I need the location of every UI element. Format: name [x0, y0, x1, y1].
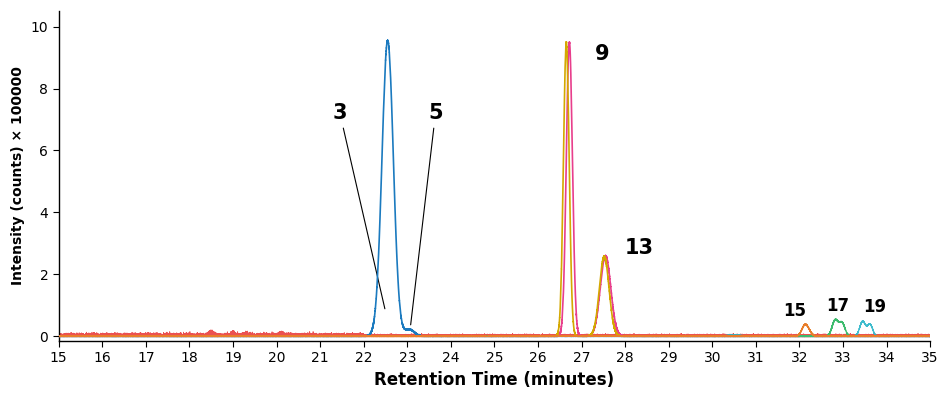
- Text: 17: 17: [826, 296, 849, 314]
- Text: 19: 19: [864, 298, 886, 316]
- Text: 15: 15: [784, 302, 807, 320]
- X-axis label: Retention Time (minutes): Retention Time (minutes): [374, 371, 615, 389]
- Text: 5: 5: [410, 102, 443, 325]
- Text: 9: 9: [595, 44, 609, 64]
- Text: 13: 13: [625, 238, 655, 258]
- Text: 3: 3: [332, 102, 385, 309]
- Y-axis label: Intensity (counts) × 100000: Intensity (counts) × 100000: [11, 66, 25, 286]
